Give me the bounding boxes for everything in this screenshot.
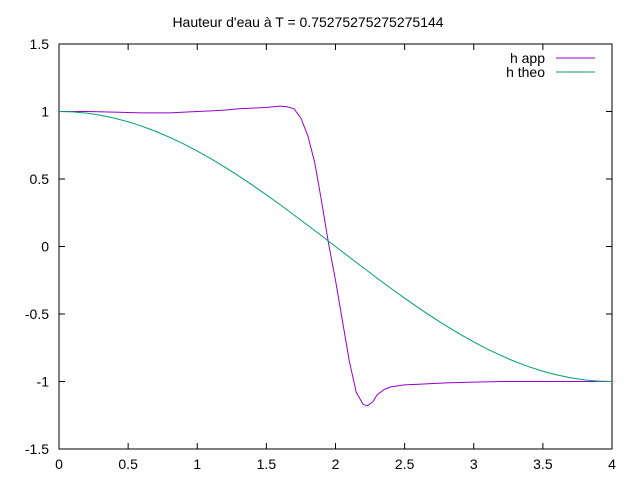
y-tick-label: 0.5 [30,171,50,187]
legend-label: h theo [506,64,545,80]
y-tick-label: 1.5 [30,36,50,52]
legend-label: h app [510,50,545,66]
x-tick-label: 0.5 [118,456,138,472]
x-tick-label: 1.5 [257,456,277,472]
series-line-2 [58,111,613,382]
x-tick-label: 3.5 [533,456,553,472]
x-tick-label: 2.5 [395,456,415,472]
x-tick-label: 0 [55,456,63,472]
y-tick-label: -1.5 [25,441,49,457]
y-tick-label: -0.5 [25,306,49,322]
y-tick-label: 1 [41,104,49,120]
x-tick-label: 4 [608,456,616,472]
chart-title: Hauteur d'eau à T = 0.75275275275275144 [172,14,443,30]
y-tick-label: -1 [37,374,50,390]
series-line-1 [59,105,612,407]
x-tick-label: 2 [332,456,340,472]
plot-layer: 0 0.5 1 1.5 2 2.5 3 3.5 4 -1.5 -1 -0.5 0 0.5 1 1.5 h app… [25,36,616,472]
y-tick-label: 0 [41,239,49,255]
x-tick-label: 1 [193,456,201,472]
x-tick-label: 3 [470,456,478,472]
